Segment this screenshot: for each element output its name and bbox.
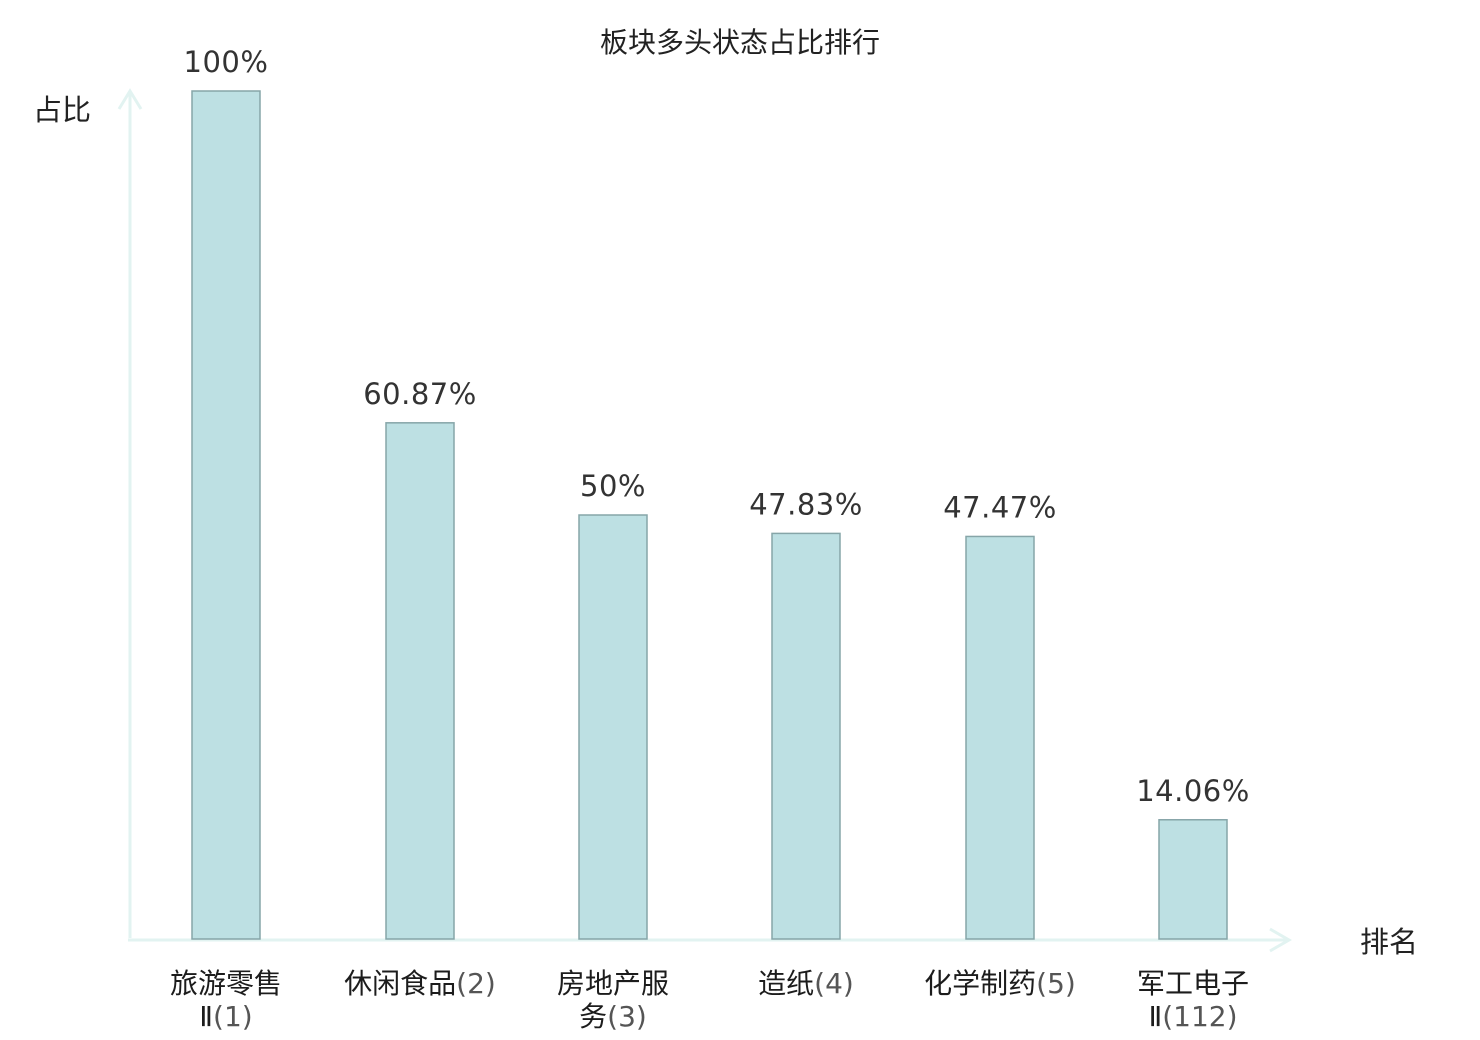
category-rank: (1)	[213, 1000, 253, 1033]
category-name-line: 化学制药	[924, 967, 1036, 1000]
value-label-2: 60.87%	[363, 377, 477, 411]
bar-2	[385, 422, 455, 940]
category-label-2: 休闲食品(2)	[344, 967, 496, 1000]
category-rank: (5)	[1036, 967, 1076, 1000]
value-label-5: 47.47%	[943, 490, 1057, 524]
bar-6	[1158, 819, 1228, 940]
value-label-4: 47.83%	[749, 487, 863, 521]
category-name-line: 造纸	[758, 967, 814, 1000]
bar-5	[965, 535, 1035, 940]
value-label-6: 14.06%	[1136, 774, 1250, 808]
x-axis-arrow	[1269, 927, 1292, 953]
y-axis-arrow	[117, 88, 143, 110]
category-name-line: 休闲食品	[344, 967, 456, 1000]
category-label-6: 军工电子 Ⅱ(112)	[1137, 967, 1249, 1033]
category-rank: (3)	[607, 1000, 647, 1033]
category-labels: 旅游零售 Ⅱ(1)休闲食品(2) 房地产服务(3)造纸(4) 化学制药(5) 军工电子 Ⅱ…	[170, 967, 1249, 1033]
y-axis-title: 占比	[33, 93, 91, 127]
axes	[117, 88, 1292, 953]
category-name-line: 房地产服	[557, 967, 669, 1000]
category-name-line: Ⅱ	[1148, 1000, 1162, 1033]
bar-1	[191, 90, 261, 940]
bar-3	[578, 514, 648, 940]
category-rank: (112)	[1162, 1000, 1237, 1033]
value-label-3: 50%	[580, 469, 646, 503]
bar-series	[191, 90, 1228, 940]
category-label-1: 旅游零售 Ⅱ(1)	[170, 967, 282, 1033]
category-name-line: 务	[579, 1000, 607, 1033]
value-label-1: 100%	[184, 45, 269, 79]
category-rank: (2)	[456, 967, 496, 1000]
chart-title: 板块多头状态占比排行	[600, 26, 880, 59]
category-name-line: 军工电子	[1137, 967, 1249, 1000]
category-label-4: 造纸(4)	[758, 967, 854, 1000]
category-name-line: Ⅱ	[199, 1000, 213, 1033]
x-axis-title: 排名	[1360, 925, 1418, 959]
bar-4	[771, 532, 841, 940]
value-labels: 100% 60.87% 50% 47.83% 47.47% 14.06%	[184, 45, 1250, 808]
category-name-line: 旅游零售	[170, 967, 282, 1000]
category-label-3: 房地产服务(3)	[557, 967, 669, 1033]
category-label-5: 化学制药(5)	[924, 967, 1076, 1000]
category-rank: (4)	[814, 967, 854, 1000]
